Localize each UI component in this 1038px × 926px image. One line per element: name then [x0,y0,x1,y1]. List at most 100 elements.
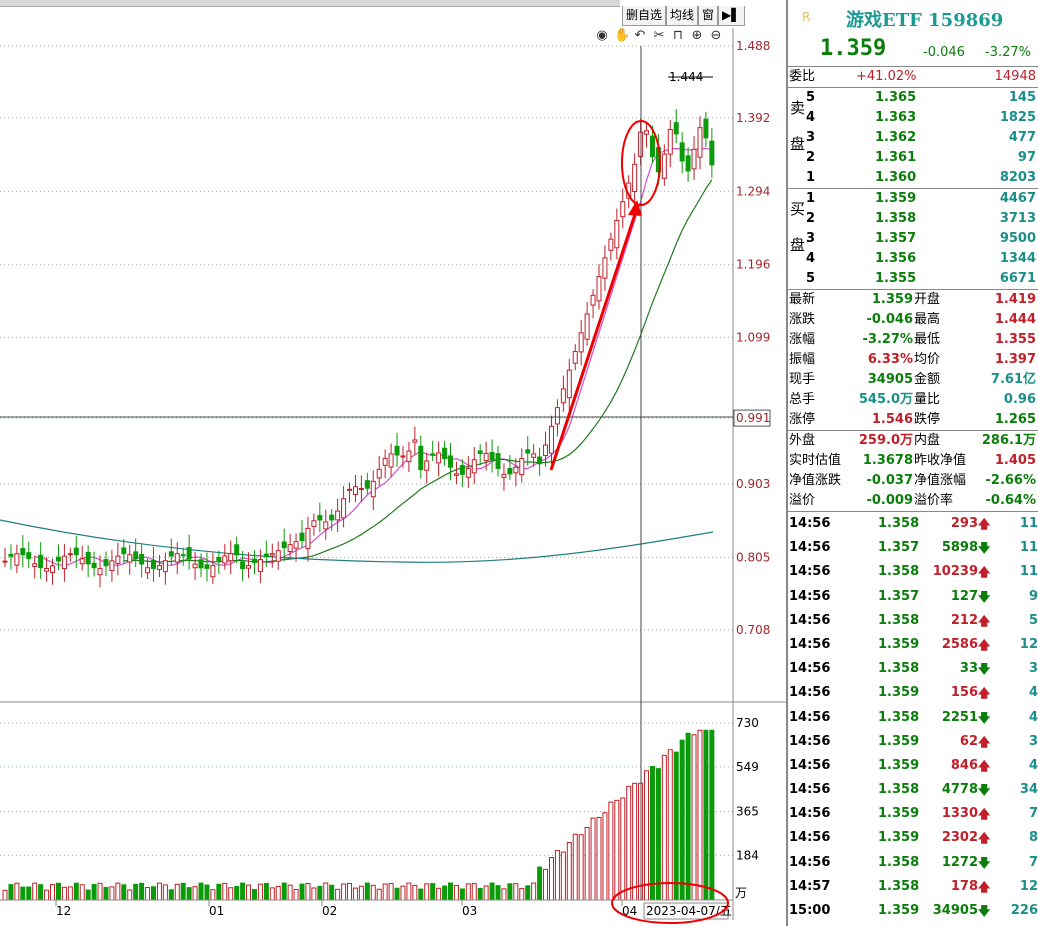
label: 最低 [914,332,941,347]
label: 跌停 [914,412,941,427]
volume-bar [73,882,79,901]
lock-icon[interactable]: ⊓ [672,28,684,43]
high-marker-label: 1.444 [669,70,703,84]
valuation-row: 外盘 259.0万 内盘 286.1万 [788,431,1038,451]
volume-bar [424,883,430,901]
volume-tick-label: 730 [736,716,759,730]
candle-body [67,553,73,556]
volume-bar [246,884,252,901]
candle-body [97,567,103,576]
tick-row: 14:56 1.357 127 🡇 9 [788,585,1038,609]
kline-chart[interactable]: 1.488 1.392 1.294 1.196 1.099 0.991 0.903 0.805… [0,0,786,926]
tick-volume: 156 [950,685,978,701]
down-arrow-icon: 🡇 [978,710,991,725]
zoom-out-icon[interactable]: ⊖ [710,28,722,43]
value: 1.405 [994,453,1036,468]
valuation-row: 实时估值 1.3678 昨收净值 1.405 [788,451,1038,471]
candle-body [216,556,222,562]
price-tick-label: 1.294 [736,184,770,198]
candle-body [519,458,525,476]
up-arrow-icon: 🡅 [978,879,991,894]
volume-bar [477,887,483,901]
tick-volume: 34905 [932,903,978,918]
candle-body [257,559,263,573]
tab-window[interactable]: 窗 [698,6,719,26]
trend-arrow [549,207,639,471]
price: 1.360 [875,170,917,185]
tick-time: 14:56 [789,540,831,556]
volume-bar [85,889,91,901]
chart-axes: 1.488 1.392 1.294 1.196 1.099 0.991 0.903 0.805… [0,28,786,920]
collapse-panel-button[interactable]: ▶▌ [718,6,745,26]
candle-body [679,142,685,162]
candle-body [145,567,151,574]
candle-body [317,515,323,521]
stat-row: 现手 34905 金额 7.61亿 [788,370,1038,390]
volume-bar [376,888,382,901]
volume-bar [525,885,531,901]
eye-icon[interactable]: ◉ [596,28,608,43]
candle-body [162,560,168,573]
volume-bar [644,770,650,901]
tick-time: 14:56 [789,661,831,677]
tick-row: 14:56 1.359 2586 🡅 12 [788,633,1038,657]
candle-body [61,555,67,570]
volume-tick-label: 184 [736,848,759,862]
volume-bar [323,882,329,901]
volume-bar [240,882,246,901]
undo-icon[interactable]: ↶ [634,28,646,43]
volume-bar [192,886,198,901]
volume-bar [578,834,584,901]
tick-count: 11 [1019,540,1038,556]
level: 1 [806,191,816,206]
label: 涨幅 [789,332,816,347]
volume: 3713 [999,211,1036,226]
volume-bar [341,883,347,901]
volume-bar [513,883,519,901]
candle-body [667,128,673,155]
buy-row: 4 1.356 1344 [788,249,1038,269]
volume-bars [2,729,715,901]
price: 1.356 [875,251,917,266]
volume-bar [329,884,335,901]
tick-list[interactable]: 14:56 1.358 293 🡅 11 14:56 1.357 5898 🡇 11 14:56 1.… [788,512,1038,923]
tab-moving-average[interactable]: 均线 [666,6,699,26]
price: 1.359 [875,191,917,206]
tab-remove-watchlist[interactable]: 删自选 [622,6,667,26]
label: 振幅 [789,352,816,367]
volume-bar [299,883,305,901]
candle-body [448,455,453,468]
value: 1.359 [871,292,913,307]
tick-time: 14:57 [789,878,831,894]
tick-count: 7 [1028,854,1038,870]
volume-bar [347,883,353,901]
candle-body [352,486,358,495]
hand-icon[interactable]: ✋ [614,28,631,43]
volume-bar [406,882,412,901]
tick-time: 14:56 [789,733,831,749]
volume: 97 [1017,150,1036,165]
volume: 8203 [999,170,1036,185]
tick-row: 14:56 1.359 846 🡅 4 [788,754,1038,778]
cursor-date-box [643,902,729,920]
candle-body [382,457,388,466]
volume-bar [50,884,56,901]
label: 昨收净值 [914,453,967,468]
tick-volume: 212 [950,612,978,628]
candle-body [703,118,709,139]
up-arrow-icon: 🡅 [978,758,991,773]
volume-bar [26,886,32,901]
volume-bar [614,799,620,901]
scissors-icon[interactable]: ✂ [653,28,665,43]
candle-body [156,565,162,570]
tick-count: 3 [1028,661,1038,677]
candle-body [127,554,133,563]
tick-row: 14:56 1.358 212 🡅 5 [788,609,1038,633]
zoom-in-icon[interactable]: ⊕ [691,28,703,43]
volume-bar [139,882,145,901]
stat-row: 最新 1.359 开盘 1.419 [788,290,1038,310]
price-tick-label: 0.903 [736,477,770,491]
value: -0.009 [866,493,913,508]
value: -2.66% [985,473,1037,488]
tick-row: 14:56 1.357 5898 🡇 11 [788,536,1038,560]
